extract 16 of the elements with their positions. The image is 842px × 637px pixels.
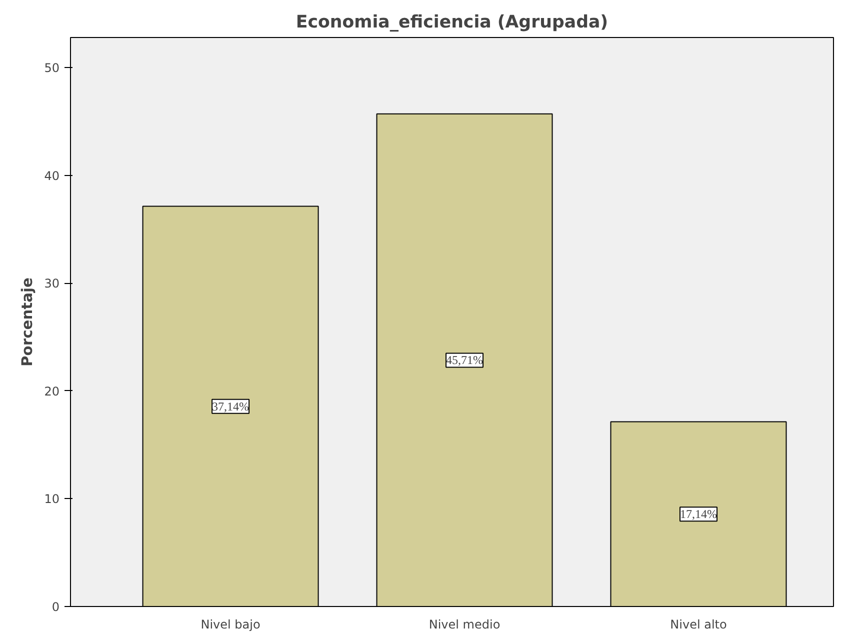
y-tick-label: 40: [44, 168, 60, 183]
x-tick-label: Nivel bajo: [200, 618, 260, 632]
y-tick-label: 10: [44, 492, 60, 506]
y-tick-label: 30: [44, 276, 60, 291]
bar: [142, 206, 319, 606]
x-tick-label: Nivel alto: [670, 618, 727, 632]
y-tick-label: 50: [44, 61, 60, 76]
chart-title: Economia_eficiencia (Agrupada): [296, 12, 608, 32]
y-axis-title: Porcentaje: [19, 277, 36, 366]
bar: [376, 113, 553, 606]
data-label: 17,14%: [680, 507, 717, 522]
x-tick-label: Nivel medio: [428, 618, 500, 632]
data-label: 37,14%: [212, 399, 250, 414]
y-tick-label: 0: [52, 600, 60, 614]
bar: [610, 421, 787, 606]
y-tick-label: 20: [44, 384, 60, 398]
